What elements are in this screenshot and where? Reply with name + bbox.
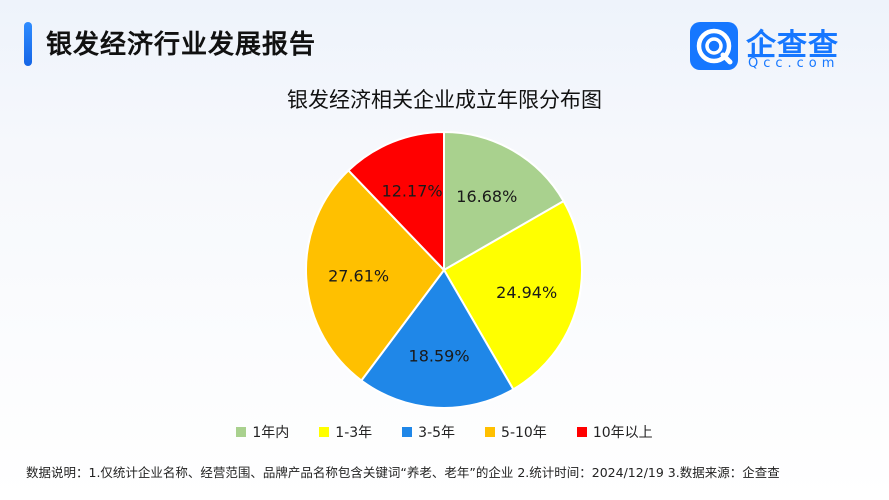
legend-label: 1-3年: [335, 425, 373, 441]
legend-swatch: [319, 427, 330, 437]
slice-value-label: 12.17%: [382, 182, 443, 201]
slice-value-label: 24.94%: [496, 283, 557, 302]
pie-slice: [443, 130, 565, 272]
pie-slice: [442, 199, 583, 391]
legend-item: 5-10年: [485, 422, 547, 442]
slice-value-label: 27.61%: [328, 266, 389, 285]
pie-slice: [359, 268, 515, 409]
legend-swatch: [485, 427, 496, 437]
brand-logo: 企查查 Qcc.com: [690, 18, 870, 74]
logo-subtitle: Qcc.com: [748, 56, 840, 71]
slice-value-label: 16.68%: [456, 187, 517, 206]
pie-slice: [305, 169, 446, 382]
legend-item: 1-3年: [319, 422, 372, 442]
legend-swatch: [576, 427, 587, 437]
legend-swatch: [402, 427, 413, 437]
footer-note: 数据说明：1.仅统计企业名称、经营范围、品牌产品名称包含关键词“养老、老年”的企…: [26, 465, 780, 480]
slice-value-label: 18.59%: [409, 346, 470, 365]
pie-slice: [347, 130, 445, 273]
chart-legend: 1年内 1-3年 3-5年 5-10年 10年以上: [0, 422, 889, 442]
legend-label: 5-10年: [501, 425, 547, 441]
page-title: 银发经济行业发展报告: [46, 30, 317, 60]
legend-swatch: [236, 427, 247, 437]
header-accent-bar: [24, 22, 32, 66]
legend-item: 10年以上: [576, 422, 653, 442]
chart-title: 银发经济相关企业成立年限分布图: [287, 88, 602, 112]
logo-name: 企查查: [746, 28, 839, 63]
qcc-logo-icon: [690, 22, 738, 70]
legend-label: 10年以上: [592, 425, 653, 441]
legend-item: 3-5年: [402, 422, 455, 442]
legend-label: 1年内: [252, 425, 290, 441]
legend-label: 3-5年: [418, 425, 456, 441]
legend-item: 1年内: [236, 422, 289, 442]
